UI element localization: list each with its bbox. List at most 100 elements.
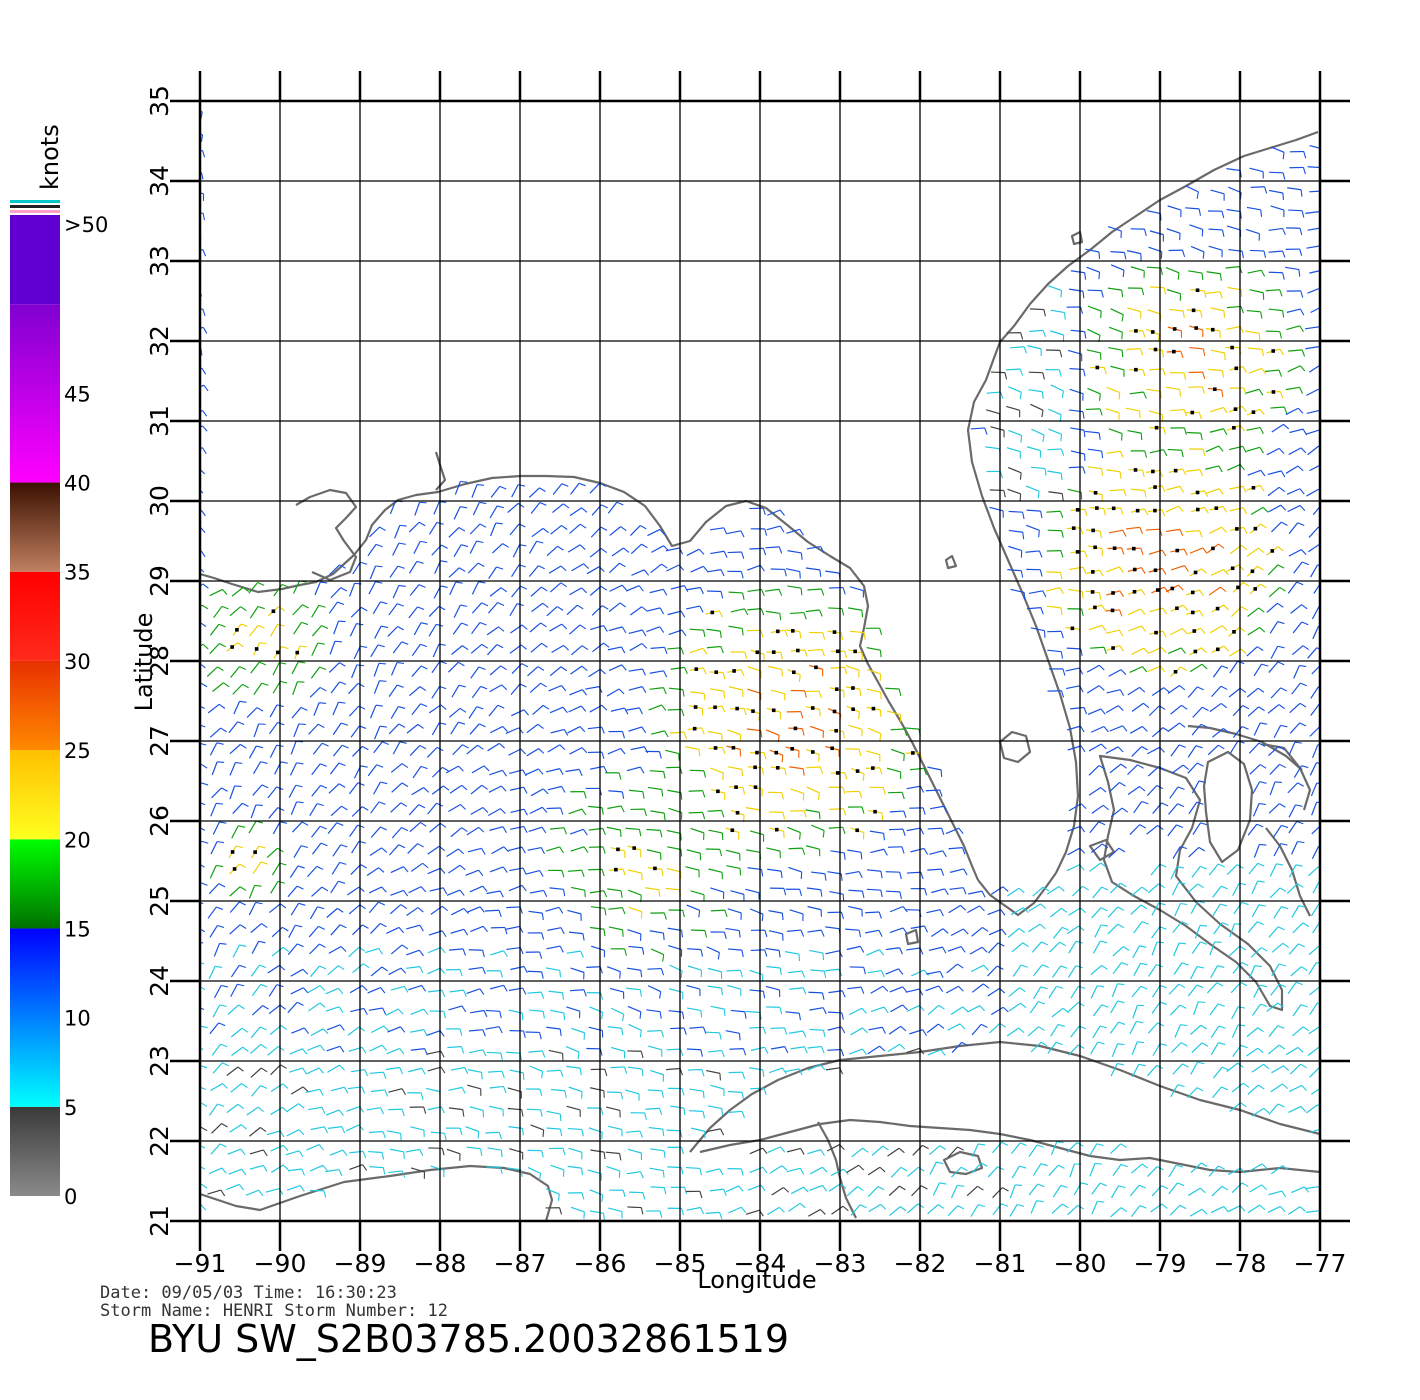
wind-barb <box>1060 651 1064 659</box>
wind-vector <box>730 890 745 895</box>
wind-barb <box>603 625 608 632</box>
wind-barb <box>382 1072 387 1080</box>
wind-barb <box>957 1205 965 1210</box>
wind-barb <box>616 501 624 506</box>
wind-barb <box>940 769 943 777</box>
wind-vector <box>371 1025 385 1034</box>
wind-vector <box>628 629 643 635</box>
wind-barb <box>661 563 668 569</box>
wind-vector <box>686 586 701 591</box>
wind-barb <box>401 1088 407 1096</box>
wind-vector <box>1025 550 1040 553</box>
wind-vector <box>1191 723 1202 736</box>
wind-barb <box>1182 604 1189 611</box>
wind-vector <box>386 1047 400 1055</box>
wind-barb <box>643 569 650 576</box>
wind-vector <box>849 586 864 592</box>
wind-vector <box>1248 742 1260 754</box>
wind-vector <box>990 371 1005 374</box>
wind-barb <box>1278 745 1285 751</box>
wind-vector <box>1149 230 1164 236</box>
wind-barb <box>659 607 665 615</box>
wind-vector <box>1226 325 1241 330</box>
wind-barb <box>1060 1184 1068 1189</box>
wind-barb <box>1282 228 1286 236</box>
wind-vector <box>1148 368 1163 371</box>
wind-vector <box>409 821 421 833</box>
rain-flag-dot <box>796 648 800 653</box>
wind-vector <box>1011 942 1024 953</box>
wind-barb <box>1279 763 1286 769</box>
wind-barb <box>580 950 584 958</box>
wind-vector <box>388 1170 403 1174</box>
wind-barb <box>1060 607 1063 615</box>
wind-barb <box>580 705 587 712</box>
wind-vector <box>1209 406 1224 413</box>
wind-barb <box>1223 428 1228 436</box>
wind-barb <box>201 782 209 786</box>
wind-vector <box>709 1188 724 1192</box>
wind-barb <box>398 542 406 545</box>
wind-vector <box>1129 1184 1140 1197</box>
wind-barb <box>560 807 564 815</box>
wind-vector <box>1130 904 1142 915</box>
wind-barb <box>1036 1144 1044 1148</box>
wind-barb <box>1221 665 1229 669</box>
wind-barb <box>638 829 642 837</box>
wind-vector <box>765 947 780 952</box>
wind-barb <box>495 522 503 525</box>
wind-barb <box>1219 330 1221 338</box>
wind-barb <box>819 569 822 577</box>
wind-barb <box>819 766 824 774</box>
wind-vector <box>249 1043 262 1054</box>
wind-vector <box>646 607 661 612</box>
wind-vector <box>608 602 621 613</box>
wind-vector <box>549 887 564 890</box>
wind-vector <box>446 889 461 896</box>
wind-vector <box>229 762 236 776</box>
wind-vector <box>1310 782 1318 797</box>
wind-vector <box>266 1130 281 1136</box>
wind-barb <box>556 606 564 611</box>
wind-vector <box>906 1004 920 1012</box>
wind-barb <box>302 968 309 975</box>
wind-barb <box>1200 647 1207 653</box>
wind-vector <box>627 929 642 935</box>
wind-barb <box>822 952 825 961</box>
wind-barb <box>440 560 448 563</box>
wind-barb <box>1163 449 1168 457</box>
wind-barb <box>684 1187 688 1195</box>
wind-barb <box>1321 228 1324 234</box>
wind-barb <box>578 769 583 776</box>
wind-barb <box>1295 804 1303 807</box>
wind-vector <box>1008 987 1020 998</box>
wind-vector <box>1008 545 1022 552</box>
wind-vector <box>489 1105 504 1110</box>
wind-vector <box>1167 684 1180 695</box>
wind-vector <box>253 761 262 774</box>
wind-barb <box>621 646 626 654</box>
wind-barb <box>822 632 826 640</box>
rain-flag-dot <box>835 649 840 654</box>
wind-barb <box>881 970 885 978</box>
wind-barb <box>1198 208 1202 216</box>
wind-barb <box>1241 962 1249 966</box>
wind-vector <box>1310 564 1319 578</box>
wind-vector <box>226 1066 239 1076</box>
wind-barb <box>957 963 964 969</box>
wind-barb <box>1201 273 1204 281</box>
wind-vector <box>230 666 240 678</box>
wind-vector <box>1110 807 1123 818</box>
wind-vector <box>931 888 945 894</box>
wind-vector <box>588 668 601 678</box>
wind-barb <box>1220 903 1228 907</box>
wind-barb <box>844 651 848 659</box>
wind-barb <box>257 1106 264 1113</box>
wind-barb <box>781 1067 787 1075</box>
wind-vector <box>1050 330 1064 336</box>
wind-barb <box>1277 1002 1284 1008</box>
wind-vector <box>546 1127 561 1130</box>
wind-barb <box>202 643 209 650</box>
wind-vector <box>269 1025 282 1035</box>
wind-barb <box>1282 192 1285 201</box>
